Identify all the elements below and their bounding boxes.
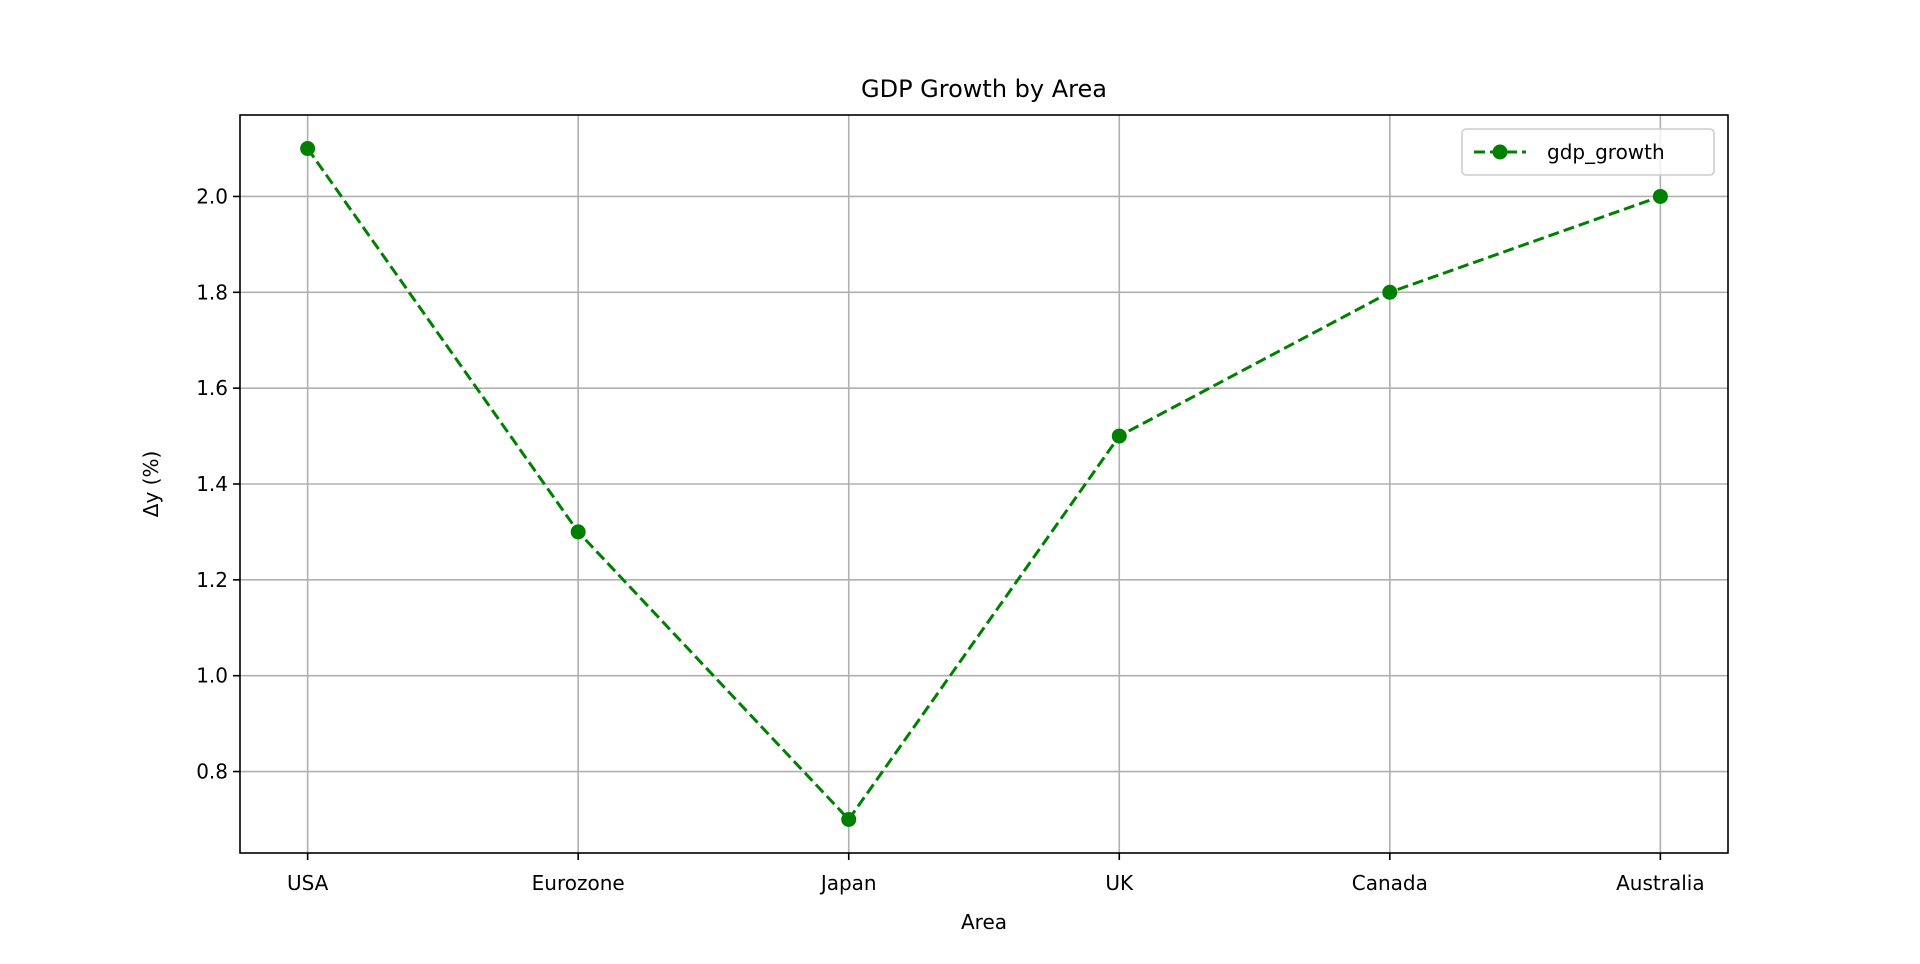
legend-label: gdp_growth — [1547, 140, 1665, 164]
data-point-uk — [1111, 428, 1127, 444]
data-point-eurozone — [570, 524, 586, 540]
y-tick-label: 2.0 — [196, 184, 228, 208]
x-tick-label: UK — [1105, 871, 1134, 895]
data-point-usa — [300, 141, 316, 157]
x-axis: USA Eurozone Japan UK Canada Australia — [287, 853, 1705, 895]
legend-marker — [1492, 144, 1508, 160]
y-tick-label: 1.6 — [196, 376, 228, 400]
legend-box — [1461, 128, 1715, 176]
y-tick-label: 1.0 — [196, 664, 228, 688]
y-axis: 0.8 1.0 1.2 1.4 1.6 1.8 2.0 — [196, 184, 240, 784]
data-point-canada — [1382, 284, 1398, 300]
series-line — [306, 147, 1661, 822]
x-tick-label: Canada — [1352, 871, 1428, 895]
x-axis-label: Area — [961, 910, 1007, 934]
chart-title: GDP Growth by Area — [861, 75, 1107, 103]
y-tick-label: 1.4 — [196, 472, 228, 496]
legend: gdp_growth — [1461, 128, 1715, 176]
series-gdp-growth — [300, 141, 1668, 827]
y-tick-label: 1.8 — [196, 280, 228, 304]
x-tick-label: Australia — [1616, 871, 1704, 895]
grid — [240, 115, 1728, 853]
x-tick-label: Japan — [819, 871, 877, 895]
x-tick-label: Eurozone — [532, 871, 625, 895]
y-tick-label: 1.2 — [196, 568, 228, 592]
axes-frame — [239, 114, 1729, 854]
y-tick-label: 0.8 — [196, 760, 228, 784]
y-axis-label: Δy (%) — [139, 451, 163, 517]
x-tick-label: USA — [287, 871, 329, 895]
data-point-japan — [841, 811, 857, 827]
data-point-australia — [1652, 188, 1668, 204]
